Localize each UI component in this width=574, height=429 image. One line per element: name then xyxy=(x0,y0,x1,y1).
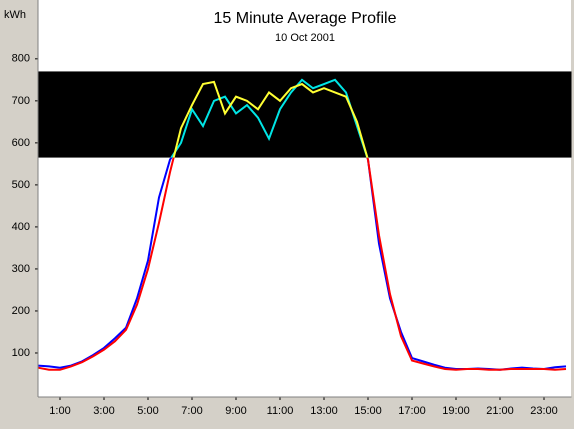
x-tick-label: 3:00 xyxy=(93,405,114,417)
y-tick-label: 600 xyxy=(12,137,30,149)
x-tick-label: 5:00 xyxy=(137,405,158,417)
x-tick-label: 23:00 xyxy=(530,405,558,417)
y-tick-label: 300 xyxy=(12,263,30,275)
x-tick-label: 1:00 xyxy=(49,405,70,417)
x-tick-label: 11:00 xyxy=(267,405,294,417)
y-tick-label: 700 xyxy=(12,95,30,107)
y-tick-label: 400 xyxy=(12,221,30,233)
chart-title: 15 Minute Average Profile xyxy=(214,10,397,27)
chart-subtitle: 10 Oct 2001 xyxy=(275,32,335,44)
y-tick-label: 500 xyxy=(12,179,30,191)
x-tick-label: 7:00 xyxy=(181,405,202,417)
x-tick-label: 21:00 xyxy=(486,405,514,417)
series-line xyxy=(172,80,369,158)
x-tick-label: 17:00 xyxy=(398,405,426,417)
plot-area xyxy=(38,0,571,397)
y-axis-label: kWh xyxy=(4,9,26,21)
y-tick-label: 200 xyxy=(12,305,30,317)
y-tick-label: 100 xyxy=(12,347,30,359)
x-tick-label: 19:00 xyxy=(442,405,470,417)
series-line xyxy=(170,78,369,158)
y-tick-label: 800 xyxy=(12,53,30,65)
x-tick-label: 9:00 xyxy=(225,405,246,417)
x-tick-label: 15:00 xyxy=(354,405,382,417)
x-tick-label: 13:00 xyxy=(310,405,338,417)
band xyxy=(38,71,572,158)
